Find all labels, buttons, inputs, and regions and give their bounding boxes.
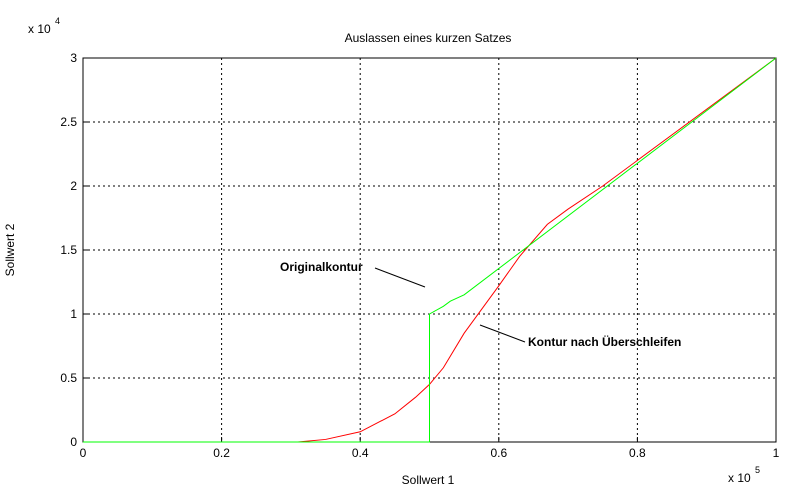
y-tick-label: 1	[70, 307, 77, 321]
lines	[83, 57, 777, 443]
y-tick-label: 3	[70, 51, 77, 65]
x-tick-label: 0.6	[490, 446, 507, 460]
annotation: Originalkontur	[280, 260, 363, 274]
y-tick-label: 1.5	[60, 243, 77, 257]
x-tick-label: 0.4	[352, 446, 369, 460]
chart-title: Auslassen eines kurzen Satzes	[345, 31, 512, 45]
y-tick-label: 2	[70, 179, 77, 193]
y-tick-label: 0.5	[60, 371, 77, 385]
line-series	[83, 57, 777, 443]
x-multiplier-exponent: 5	[755, 465, 760, 475]
y-multiplier: x 10	[28, 22, 51, 36]
y-multiplier-exponent: 4	[55, 16, 60, 26]
x-tick-label: 0.2	[213, 446, 230, 460]
x-tick-label: 0.8	[629, 446, 646, 460]
y-axis-label: Sollwert 2	[3, 223, 17, 276]
y-tick-label: 0	[70, 435, 77, 449]
x-axis-label: Sollwert 1	[402, 473, 455, 487]
annotation-pointer	[479, 324, 526, 343]
y-tick-label: 2.5	[60, 115, 77, 129]
line-series	[83, 57, 777, 443]
annotation: Kontur nach Überschleifen	[528, 334, 681, 349]
annotation-pointer	[374, 267, 426, 288]
x-tick-label: 0	[80, 446, 87, 460]
x-tick-label: 1	[773, 446, 780, 460]
x-multiplier: x 10	[728, 471, 751, 485]
